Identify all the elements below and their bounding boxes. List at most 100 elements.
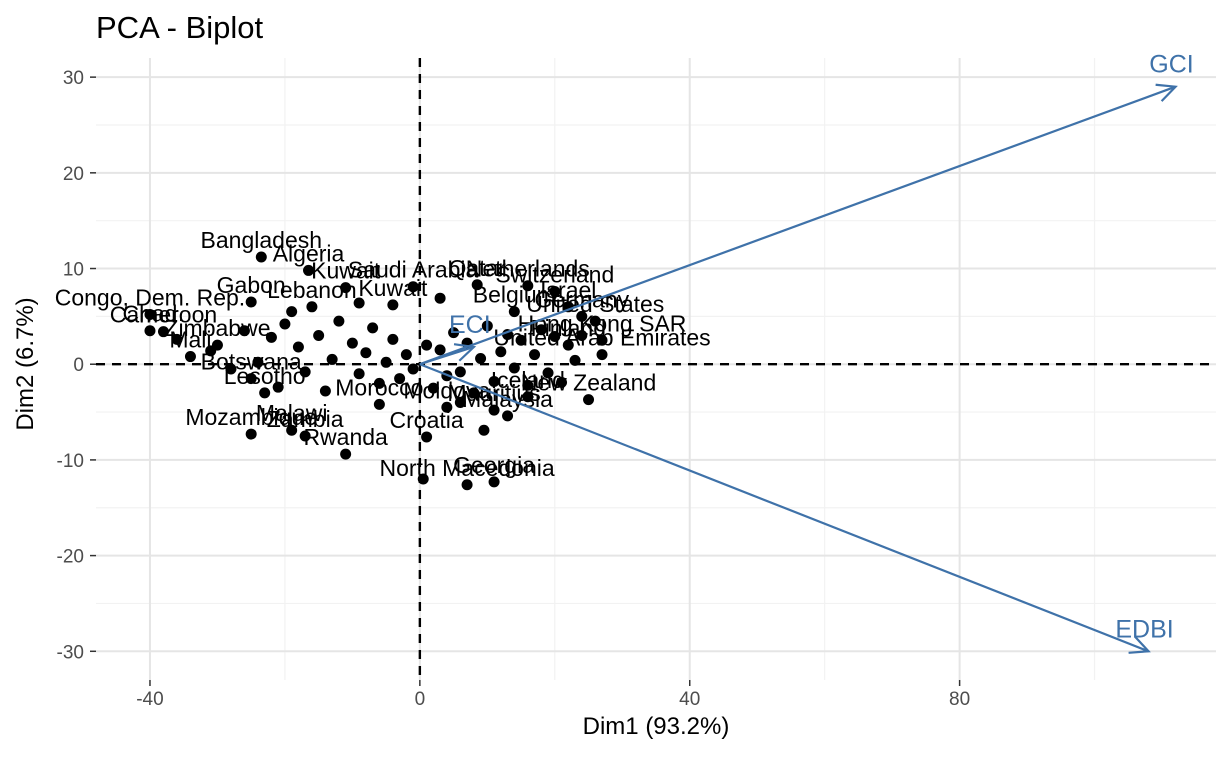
- point-label: Saudi Arabia: [348, 257, 479, 283]
- point-label: North Macedonia: [380, 455, 555, 481]
- data-point: [468, 387, 480, 399]
- data-point: [373, 377, 385, 389]
- data-point: [373, 398, 385, 410]
- x-tick-label: 80: [949, 689, 970, 710]
- data-point: [299, 430, 311, 442]
- point-label: Malawi: [256, 400, 328, 426]
- data-point: [272, 381, 284, 393]
- data-point: [299, 366, 311, 378]
- point-label: Netherlands: [466, 256, 590, 282]
- y-tick-label: -10: [57, 451, 84, 472]
- data-point: [488, 375, 500, 387]
- vector-label: ECI: [449, 311, 491, 339]
- point-label: Moldova: [403, 377, 490, 403]
- data-point: [245, 428, 257, 440]
- point-label: Qatar: [448, 255, 506, 281]
- data-point: [407, 363, 419, 375]
- point-label: Algeria: [273, 240, 345, 266]
- data-point: [583, 394, 595, 406]
- data-point: [481, 320, 493, 332]
- data-point: [522, 280, 534, 292]
- data-point: [286, 424, 298, 436]
- data-point: [569, 354, 581, 366]
- point-label: Belgium: [473, 282, 556, 308]
- data-point: [434, 292, 446, 304]
- data-point: [576, 330, 588, 342]
- x-tick-label: 40: [679, 689, 700, 710]
- vector-arrowhead: [1128, 635, 1151, 654]
- point-label: Gabon: [217, 272, 286, 298]
- data-point: [549, 330, 561, 342]
- point-label: Zambia: [267, 406, 344, 432]
- point-label: Bangladesh: [201, 227, 323, 253]
- point-label: Mozambique: [185, 404, 317, 430]
- data-point: [394, 373, 406, 385]
- data-point: [427, 382, 439, 394]
- point-label: Germany: [534, 286, 629, 312]
- data-point: [245, 296, 257, 308]
- data-point: [596, 349, 608, 361]
- point-label: United Arab Emirates: [493, 325, 710, 351]
- data-point: [313, 330, 325, 342]
- data-point: [454, 366, 466, 378]
- y-tick-label: 0: [73, 355, 84, 376]
- y-tick-label: -20: [57, 547, 84, 568]
- x-tick-label: -40: [136, 689, 163, 710]
- data-point: [265, 331, 277, 343]
- y-tick-label: 10: [63, 260, 84, 281]
- data-point: [488, 476, 500, 488]
- data-point: [387, 299, 399, 311]
- data-point: [421, 339, 433, 351]
- x-tick-label: 0: [415, 689, 426, 710]
- data-point: [417, 473, 429, 485]
- data-point: [508, 362, 520, 374]
- vector-arrowhead: [1155, 83, 1178, 102]
- data-point: [454, 396, 466, 408]
- point-label: Chad: [122, 301, 177, 327]
- data-point: [589, 315, 601, 327]
- data-point: [157, 326, 169, 338]
- data-point: [245, 373, 257, 385]
- data-point: [326, 353, 338, 365]
- point-label: Kuwait: [311, 258, 381, 284]
- data-point: [171, 333, 183, 345]
- data-point: [360, 347, 372, 359]
- point-label: Rwanda: [303, 424, 388, 450]
- data-point: [508, 306, 520, 318]
- data-point: [340, 448, 352, 460]
- vector-arrowhead: [453, 343, 477, 362]
- point-label: Croatia: [390, 407, 464, 433]
- data-point: [495, 346, 507, 358]
- data-point: [556, 376, 568, 388]
- data-point: [367, 322, 379, 334]
- data-point: [211, 339, 223, 351]
- data-point: [502, 410, 514, 422]
- point-label: Mali: [169, 327, 211, 353]
- data-point: [522, 391, 534, 403]
- data-point: [529, 349, 541, 361]
- data-point: [333, 315, 345, 327]
- data-point: [461, 479, 473, 491]
- data-point: [535, 324, 547, 336]
- data-point: [255, 251, 267, 263]
- data-point: [421, 431, 433, 443]
- data-point: [238, 325, 250, 337]
- data-point: [259, 387, 271, 399]
- point-label: Israel: [540, 277, 596, 303]
- data-point: [478, 424, 490, 436]
- point-label: Lebanon: [267, 277, 357, 303]
- data-point: [340, 282, 352, 294]
- data-point: [225, 363, 237, 375]
- data-point: [292, 341, 304, 353]
- point-label: Botswana: [201, 349, 302, 375]
- vector-label: GCI: [1149, 51, 1193, 79]
- data-point: [387, 333, 399, 345]
- data-point: [353, 368, 365, 380]
- point-label: Congo, Dem. Rep.: [55, 284, 245, 310]
- data-point: [549, 285, 561, 297]
- data-point: [184, 351, 196, 363]
- data-point: [279, 318, 291, 330]
- data-point: [252, 356, 264, 368]
- data-point: [286, 306, 298, 318]
